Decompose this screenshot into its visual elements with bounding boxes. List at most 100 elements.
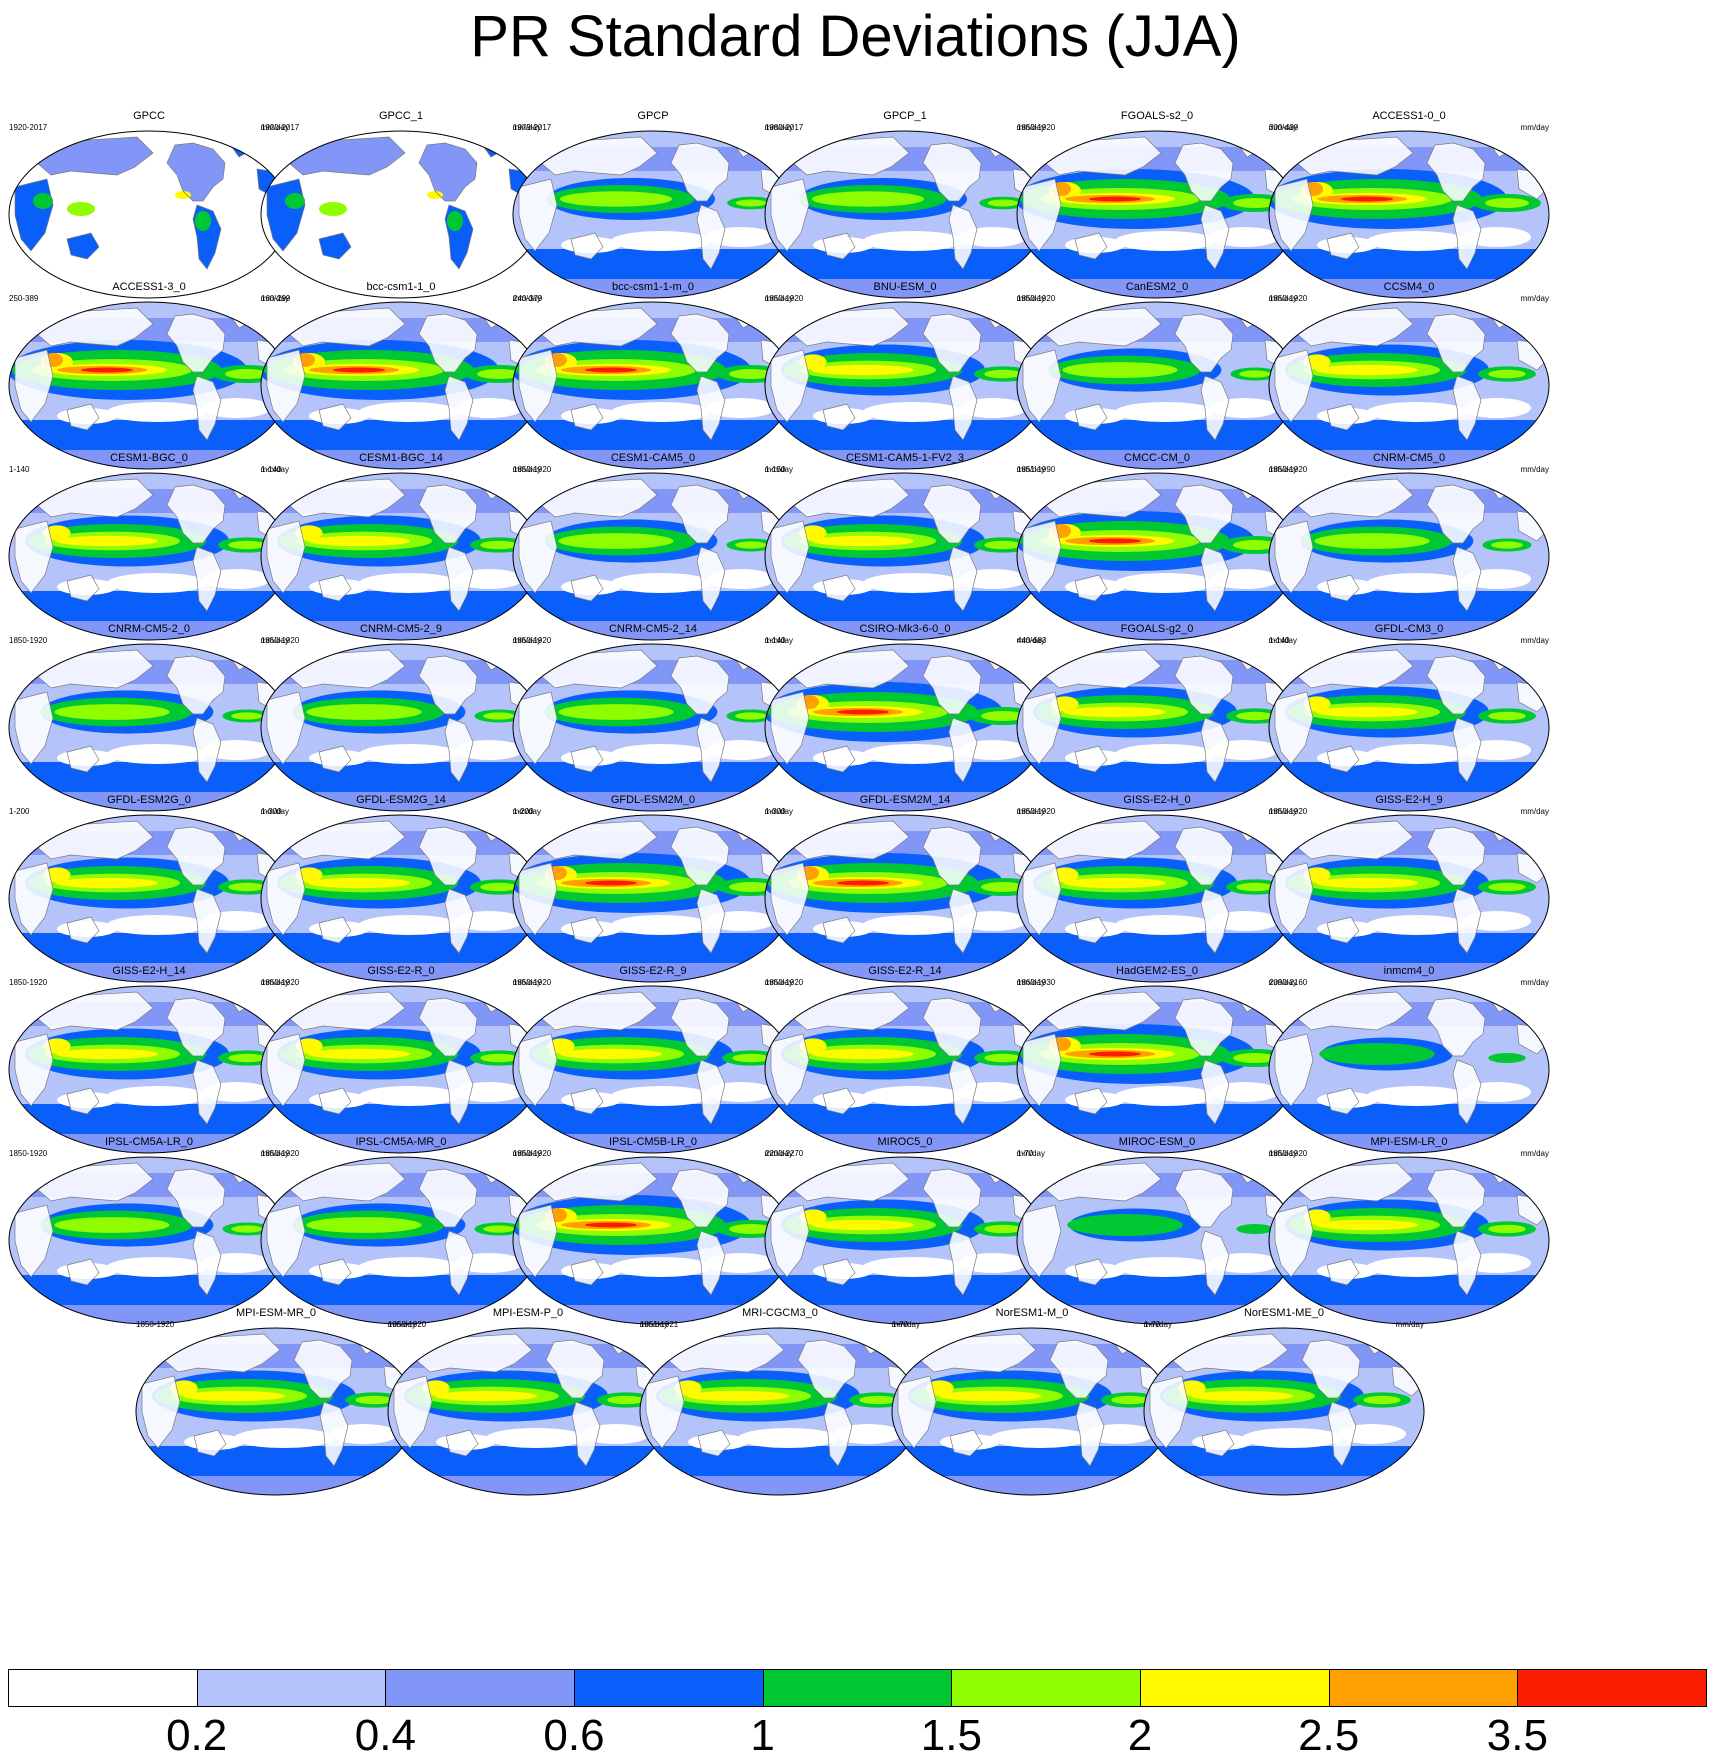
panel-units: mm/day	[1520, 807, 1549, 816]
panel-years: 1920-2017	[261, 123, 300, 132]
panel-years: 1850-1920	[1017, 123, 1056, 132]
map-panel: GFDL-CM3_0 1-140 mm/day	[1267, 623, 1551, 814]
panel-units: mm/day	[639, 1320, 668, 1329]
panel-model-name: GFDL-CM3_0	[1374, 623, 1444, 635]
panel-map	[260, 985, 542, 1154]
panel-map	[387, 1327, 669, 1496]
panel-model-name: CNRM-CM5-2_14	[608, 623, 698, 635]
panel-units: mm/day	[764, 465, 793, 474]
panel-units: mm/day	[1520, 294, 1549, 303]
panel-years: 300-439	[1269, 123, 1299, 132]
panel-map	[764, 1156, 1046, 1325]
panel-model-name: NorESM1-M_0	[995, 1307, 1069, 1319]
panel-model-name: MPI-ESM-P_0	[492, 1307, 564, 1319]
panel-model-name: CMCC-CM_0	[1124, 452, 1190, 464]
panel-years: 240-379	[513, 294, 543, 303]
colorbar-box	[951, 1669, 1141, 1707]
panel-units: mm/day	[1016, 636, 1045, 645]
colorbar-box	[196, 1669, 387, 1707]
panel-map	[1016, 814, 1298, 983]
panel-map	[764, 130, 1046, 299]
map-panel: ACCESS1-3_0 250-389 mm/day	[7, 281, 291, 472]
panel-map	[1016, 1156, 1298, 1325]
panel-years: 1-200	[513, 807, 534, 816]
colorbar-box	[1328, 1669, 1519, 1707]
colorbar-box	[1140, 1669, 1330, 1707]
panel-years: 1-150	[765, 465, 786, 474]
page-title: PR Standard Deviations (JJA)	[470, 4, 1241, 69]
map-panel: CNRM-CM5-2_0 1850-1920 mm/day	[7, 623, 291, 814]
panel-model-name: CCSM4_0	[1383, 281, 1435, 293]
map-panel: GISS-E2-R_0 1850-1920 mm/day	[259, 965, 543, 1156]
panel-years: 1850-1920	[9, 636, 48, 645]
panel-map	[764, 814, 1046, 983]
panel-units: mm/day	[1268, 123, 1297, 132]
map-panel: GISS-E2-R_14 1850-1920 mm/day	[763, 965, 1047, 1156]
panel-years: 250-389	[9, 294, 39, 303]
panel-model-name: CESM1-BGC_0	[110, 452, 188, 464]
panel-model-name: bcc-csm1-1_0	[366, 281, 436, 293]
panel-map	[1016, 301, 1298, 470]
colorbar-label: 1	[750, 1711, 775, 1760]
panel-units: mm/day	[764, 636, 793, 645]
panel-years: 1850-1920	[261, 978, 300, 987]
panel-years: 1850-1920	[1269, 465, 1308, 474]
panel-units: mm/day	[260, 1149, 289, 1158]
panel-map	[1016, 985, 1298, 1154]
panel-years: 1850-1920	[1017, 294, 1056, 303]
map-panel: MIROC5_0 2200-2270 mm/day	[763, 1136, 1047, 1327]
panel-units: mm/day	[1268, 978, 1297, 987]
panel-model-name: GISS-E2-H_14	[112, 965, 186, 977]
map-panel: bcc-csm1-1-m_0 240-379 mm/day	[511, 281, 795, 472]
panel-units: mm/day	[512, 1149, 541, 1158]
panel-model-name: CNRM-CM5_0	[1372, 452, 1446, 464]
panel-model-name: IPSL-CM5B-LR_0	[608, 1136, 698, 1148]
panel-units: mm/day	[1268, 1149, 1297, 1158]
panel-map	[260, 643, 542, 812]
panel-model-name: CESM1-CAM5-1-FV2_3	[846, 452, 964, 464]
map-panel: MIROC-ESM_0 1-70 mm/day	[1015, 1136, 1299, 1327]
map-panel: GISS-E2-H_14 1850-1920 mm/day	[7, 965, 291, 1156]
panel-map	[8, 301, 290, 470]
map-panel: FGOALS-s2_0 1850-1920 mm/day	[1015, 110, 1299, 301]
panel-map	[1016, 472, 1298, 641]
panel-model-name: GPCC	[133, 110, 165, 122]
panel-model-name: GISS-E2-H_0	[1123, 794, 1191, 806]
panel-model-name: ACCESS1-0_0	[1372, 110, 1446, 122]
map-panel: GISS-E2-H_9 1850-1920 mm/day	[1267, 794, 1551, 985]
panel-units: mm/day	[1016, 294, 1045, 303]
map-panel: CNRM-CM5-2_9 1850-1920 mm/day	[259, 623, 543, 814]
panel-years: 440-683	[1017, 636, 1047, 645]
map-panel: CESM1-CAM5_0 1850-1920 mm/day	[511, 452, 795, 643]
map-panel: GISS-E2-R_9 1850-1920 mm/day	[511, 965, 795, 1156]
map-panel: IPSL-CM5B-LR_0 1850-1920 mm/day	[511, 1136, 795, 1327]
panel-years: 2090-2160	[1269, 978, 1308, 987]
panel-model-name: GFDL-ESM2G_14	[356, 794, 446, 806]
panel-model-name: MPI-ESM-LR_0	[1370, 1136, 1448, 1148]
panel-model-name: IPSL-CM5A-LR_0	[104, 1136, 194, 1148]
map-panel: ACCESS1-0_0 300-439 mm/day	[1267, 110, 1551, 301]
panel-units: mm/day	[764, 978, 793, 987]
panel-model-name: GISS-E2-R_14	[868, 965, 942, 977]
panel-map	[260, 472, 542, 641]
panel-map	[260, 814, 542, 983]
panel-model-name: CanESM2_0	[1125, 281, 1189, 293]
panel-map	[512, 130, 794, 299]
panel-map	[1268, 130, 1550, 299]
panel-years: 1-140	[261, 465, 282, 474]
colorbar	[8, 1669, 1707, 1709]
panel-units: mm/day	[1016, 978, 1045, 987]
colorbar-box	[574, 1669, 764, 1707]
panel-model-name: IPSL-CM5A-MR_0	[355, 1136, 447, 1148]
colorbar-label: 3.5	[1486, 1711, 1548, 1760]
panel-map	[260, 1156, 542, 1325]
panel-units: mm/day	[512, 807, 541, 816]
map-panel: inmcm4_0 2090-2160 mm/day	[1267, 965, 1551, 1156]
panel-map	[1016, 130, 1298, 299]
map-panel: CSIRO-Mk3-6-0_0 1-140 mm/day	[763, 623, 1047, 814]
colorbar-box	[1517, 1669, 1707, 1707]
map-panel: GPCP 1979-2017 mm/day	[511, 110, 795, 301]
colorbar-label: 0.4	[354, 1711, 416, 1760]
map-panel: GFDL-ESM2M_14 1-300 mm/day	[763, 794, 1047, 985]
panel-map	[8, 985, 290, 1154]
